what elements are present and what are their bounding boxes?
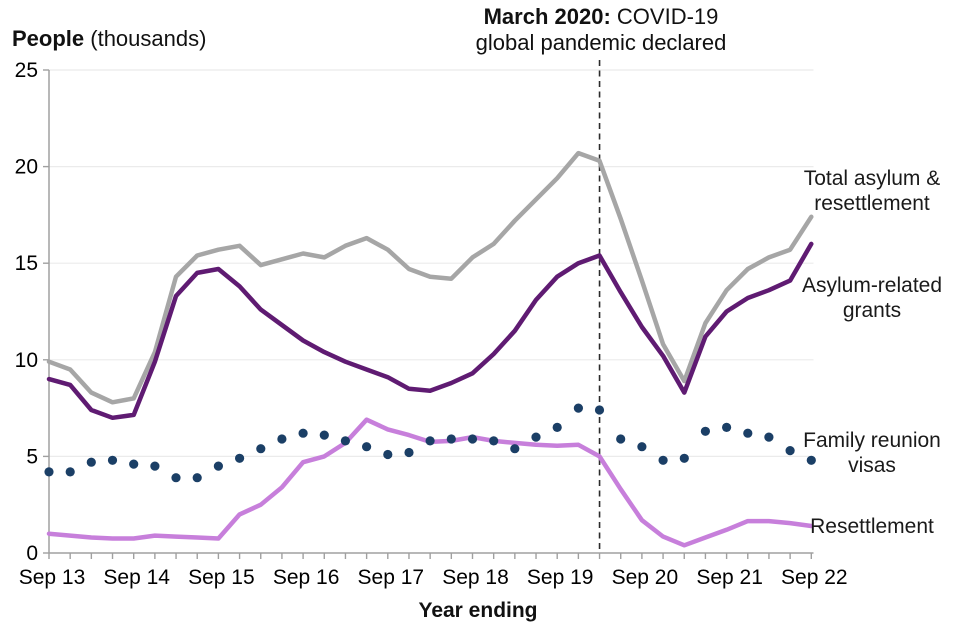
data-point-dot: [319, 430, 329, 440]
x-tick-label: Sep 16: [273, 566, 340, 589]
data-point-dot: [213, 461, 223, 471]
data-point-dot: [637, 442, 647, 452]
data-point-dot: [425, 436, 435, 446]
data-point-dot: [277, 434, 287, 444]
series-label-family: Family reunion visas: [786, 428, 958, 478]
covid-annotation-date: March 2020:: [483, 4, 611, 29]
gridlines: [49, 69, 814, 457]
data-point-dot: [171, 473, 181, 483]
series-label-grants: Asylum-related grants: [786, 273, 958, 323]
axis-ticks: [43, 69, 812, 559]
covid-annotation-line1-rest: COVID-19: [610, 4, 719, 29]
data-point-dot: [785, 446, 795, 456]
y-axis-title: People (thousands): [12, 26, 206, 52]
y-tick-label: 15: [15, 252, 38, 275]
series-points-family-reunion-visas: [44, 403, 816, 483]
data-point-dot: [192, 473, 202, 483]
series-label-total-line1: Total asylum &: [803, 167, 941, 190]
y-tick-label: 5: [26, 445, 38, 468]
y-tick-label: 0: [26, 542, 38, 565]
data-point-dot: [594, 405, 605, 415]
covid-annotation: March 2020: COVID-19 global pandemic dec…: [421, 4, 781, 56]
y-axis-title-rest: (thousands): [84, 26, 207, 51]
series-label-total: Total asylum & resettlement: [786, 166, 958, 216]
data-point-dot: [616, 434, 626, 444]
y-tick-label: 10: [15, 349, 38, 372]
x-tick-labels: Sep 13 Sep 14 Sep 15 Sep 16 Sep 17 Sep 18 Sep …: [19, 566, 848, 589]
data-point-dot: [150, 461, 160, 471]
data-point-dot: [235, 453, 245, 463]
data-point-dot: [743, 428, 753, 438]
series-line-asylum-related-grants: [46, 241, 814, 421]
data-point-dot: [573, 403, 584, 413]
x-tick-label: Sep 21: [696, 566, 763, 589]
series-label-grants-line1: Asylum-related: [801, 274, 943, 297]
data-point-dot: [764, 432, 774, 442]
x-tick-label: Sep 14: [103, 566, 170, 589]
data-point-dot: [806, 455, 816, 465]
data-point-dot: [86, 457, 96, 467]
data-point-dot: [446, 434, 456, 444]
data-point-dot: [44, 467, 54, 477]
series-label-total-line2: resettlement: [814, 192, 930, 215]
covid-annotation-line2: global pandemic declared: [475, 30, 727, 55]
data-point-dot: [65, 467, 75, 477]
data-point-dot: [658, 455, 668, 465]
data-point-dot: [489, 436, 499, 446]
data-point-dot: [510, 444, 520, 454]
x-tick-label: Sep 18: [442, 566, 509, 589]
x-tick-label: Sep 20: [612, 566, 679, 589]
x-tick-label: Sep 13: [19, 566, 86, 589]
series-label-family-line1: Family reunion: [803, 429, 941, 452]
data-point-dot: [340, 436, 350, 446]
data-point-dot: [404, 447, 414, 458]
x-tick-label: Sep 22: [781, 566, 848, 589]
data-point-dot: [700, 426, 711, 436]
data-point-dot: [722, 422, 732, 432]
data-point-dot: [107, 455, 118, 465]
data-point-dot: [383, 449, 393, 460]
series-label-grants-line2: grants: [842, 299, 902, 322]
y-tick-label: 20: [15, 156, 38, 179]
series-label-resettlement-line1: Resettlement: [810, 515, 934, 538]
y-tick-label: 25: [15, 59, 38, 82]
series-label-resettlement: Resettlement: [786, 514, 958, 539]
data-point-dot: [467, 434, 478, 444]
y-tick-labels: 0 5 10 15 20 25: [15, 59, 38, 565]
series-label-family-line2: visas: [848, 454, 896, 477]
series-line-total-asylum-resettlement: [46, 150, 814, 405]
data-point-dot: [552, 422, 562, 432]
data-point-dot: [298, 428, 308, 438]
x-axis-title: Year ending: [418, 599, 538, 622]
x-tick-label: Sep 17: [358, 566, 425, 589]
y-axis-title-bold: People: [12, 26, 85, 51]
covid-annotation-line1: March 2020: COVID-19: [421, 4, 781, 30]
data-point-dot: [531, 432, 541, 442]
data-point-dot: [362, 442, 372, 452]
data-point-dot: [679, 453, 689, 463]
x-tick-label: Sep 15: [188, 566, 255, 589]
x-tick-label: Sep 19: [527, 566, 594, 589]
data-point-dot: [129, 459, 139, 469]
data-point-dot: [256, 444, 266, 454]
